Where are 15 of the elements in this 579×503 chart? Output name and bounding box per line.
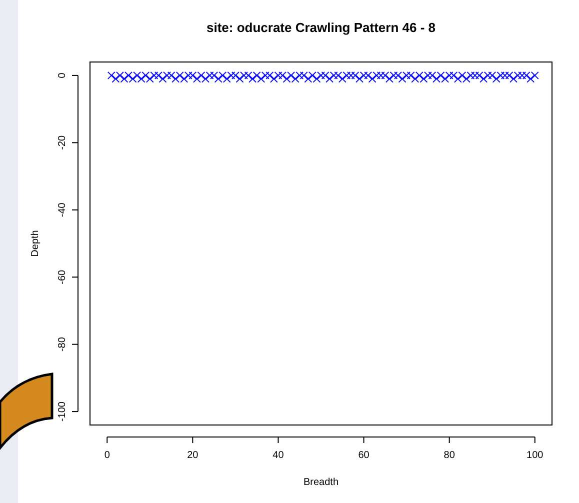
chart-title: site: oducrate Crawling Pattern 46 - 8 [206, 20, 436, 35]
x-tick-label: 60 [358, 450, 370, 461]
x-tick-label: 40 [272, 450, 284, 461]
y-tick-label: 0 [57, 72, 68, 78]
x-tick-label: 20 [187, 450, 199, 461]
y-tick-label: -60 [57, 269, 68, 284]
y-tick-label: -20 [57, 135, 68, 150]
x-tick-label: 80 [444, 450, 456, 461]
x-axis-title: Breadth [303, 477, 339, 488]
y-tick-label: -100 [57, 401, 68, 422]
y-tick-label: -80 [57, 336, 68, 352]
y-axis-title: Depth [30, 230, 41, 257]
y-tick-label: -40 [57, 202, 68, 218]
x-tick-label: 100 [526, 450, 544, 461]
x-tick-label: 0 [104, 450, 110, 461]
